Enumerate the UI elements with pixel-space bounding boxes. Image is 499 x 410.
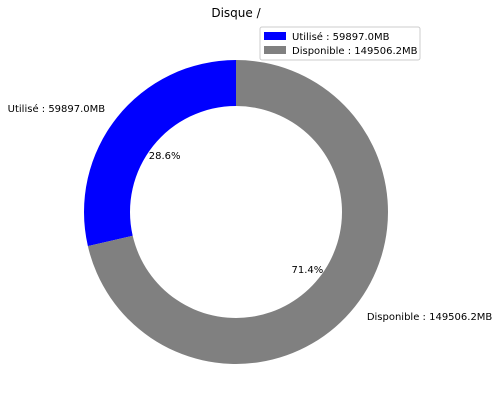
labels-group: 28.6% Utilisé : 59897.0MB 71.4% Disponible … xyxy=(8,103,493,323)
slice-disponible xyxy=(87,60,389,365)
percent-label-utilise: 28.6% xyxy=(149,151,181,162)
legend-swatch-utilise xyxy=(264,32,286,40)
legend-frame xyxy=(259,26,421,61)
chart-title: Disque / xyxy=(211,6,261,20)
legend-label-disponible: Disponible : 149506.2MB xyxy=(292,46,418,57)
percent-label-disponible: 71.4% xyxy=(291,265,323,276)
legend-swatch-disponible xyxy=(264,46,286,54)
legend-label-utilise: Utilisé : 59897.0MB xyxy=(292,31,390,43)
slices-group xyxy=(83,60,389,365)
legend: Utilisé : 59897.0MB Disponible : 149506.… xyxy=(259,26,421,61)
slice-utilise xyxy=(83,60,237,247)
slice-label-disponible: Disponible : 149506.2MB xyxy=(367,312,493,323)
slice-label-utilise: Utilisé : 59897.0MB xyxy=(8,103,106,115)
